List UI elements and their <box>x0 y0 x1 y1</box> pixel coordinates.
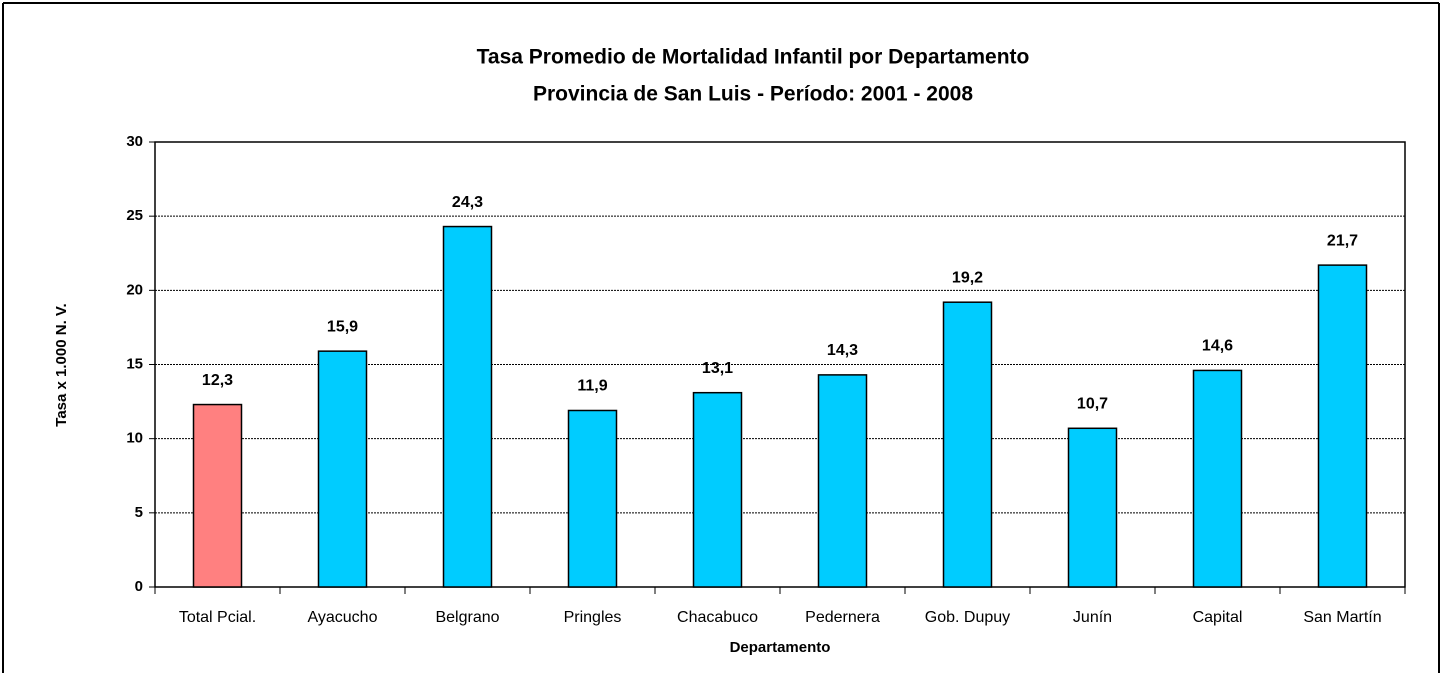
bar <box>567 409 618 588</box>
bar <box>692 391 743 588</box>
y-tick-label: 30 <box>126 133 143 150</box>
value-label: 14,3 <box>827 342 858 359</box>
chart-title: Tasa Promedio de Mortalidad Infantil por… <box>477 46 1030 69</box>
x-tick-label: Pedernera <box>805 609 880 626</box>
bar <box>192 403 243 588</box>
x-tick-label: Chacabuco <box>677 609 758 626</box>
y-tick-label: 0 <box>135 578 143 595</box>
bar <box>942 301 993 588</box>
x-tick-label: Capital <box>1193 609 1243 626</box>
bar <box>1067 427 1118 588</box>
bar <box>1317 264 1368 588</box>
bar <box>442 225 493 588</box>
bar <box>1192 369 1243 588</box>
x-axis-label: Departamento <box>730 639 831 656</box>
value-label: 15,9 <box>327 318 358 335</box>
y-tick-label: 25 <box>126 207 143 224</box>
value-label: 14,6 <box>1202 338 1233 355</box>
x-tick-label: Pringles <box>564 609 622 626</box>
chart-subtitle: Provincia de San Luis - Período: 2001 - … <box>533 83 973 106</box>
value-label: 11,9 <box>577 378 607 395</box>
value-label: 12,3 <box>202 372 233 389</box>
x-tick-label: Belgrano <box>435 609 499 626</box>
y-axis-label: Tasa x 1.000 N. V. <box>53 303 70 426</box>
y-tick-label: 5 <box>135 504 143 521</box>
x-tick-label: Junín <box>1073 609 1112 626</box>
bar <box>817 374 868 588</box>
y-tick-label: 10 <box>126 430 143 447</box>
value-label: 24,3 <box>452 194 483 211</box>
x-tick-label: San Martín <box>1303 609 1381 626</box>
x-tick-label: Gob. Dupuy <box>925 609 1010 626</box>
value-label: 10,7 <box>1077 396 1108 413</box>
value-label: 13,1 <box>702 360 733 377</box>
y-tick-label: 15 <box>126 355 143 372</box>
value-label: 21,7 <box>1327 232 1358 249</box>
value-label: 19,2 <box>952 269 983 286</box>
x-tick-label: Total Pcial. <box>179 609 256 626</box>
x-tick-label: Ayacucho <box>308 609 378 626</box>
bar <box>317 350 368 588</box>
y-tick-label: 20 <box>126 281 143 298</box>
